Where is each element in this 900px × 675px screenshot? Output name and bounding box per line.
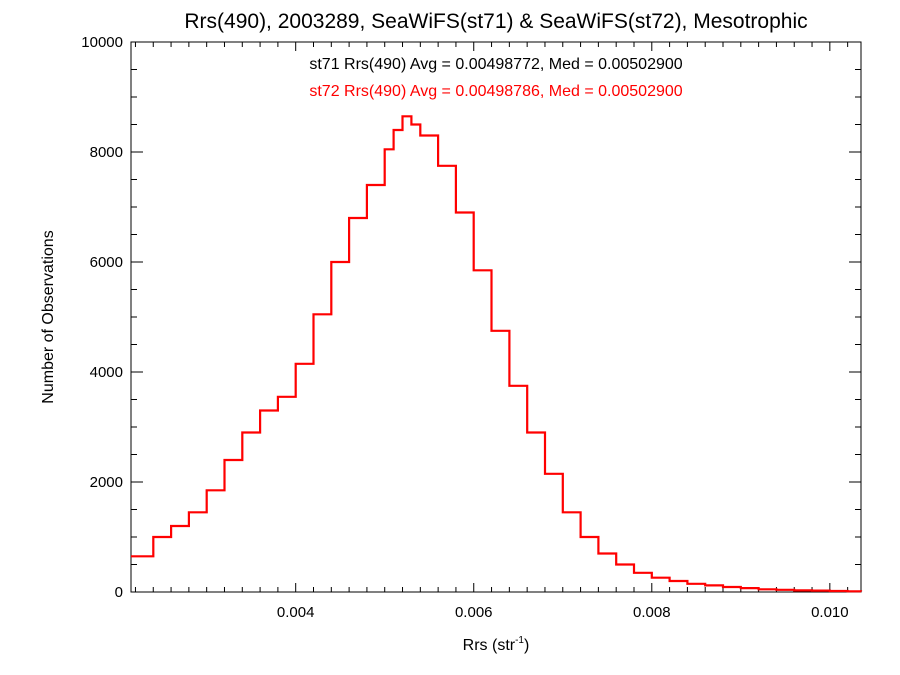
x-tick-label: 0.010 [811, 604, 849, 621]
annotation-st72: st72 Rrs(490) Avg = 0.00498786, Med = 0.… [309, 83, 682, 100]
series-layer [131, 115, 863, 593]
x-tick-label: 0.008 [633, 604, 671, 621]
x-axis-label-close: ) [524, 637, 529, 654]
y-tick-label: 4000 [90, 364, 123, 381]
x-tick-label: 0.006 [455, 604, 493, 621]
y-tick-label: 6000 [90, 254, 123, 271]
chart-title: Rrs(490), 2003289, SeaWiFS(st71) & SeaWi… [184, 10, 807, 33]
y-tick-label: 2000 [90, 474, 123, 491]
y-tick-label: 0 [115, 584, 123, 601]
series-st72-line [131, 115, 863, 593]
series-st71-line [131, 115, 862, 593]
y-tick-label: 10000 [81, 34, 123, 51]
plot-frame [130, 41, 862, 593]
annotation-st71: st71 Rrs(490) Avg = 0.00498772, Med = 0.… [309, 56, 682, 73]
y-tick-label: 8000 [90, 144, 123, 161]
x-axis-label: Rrs (str-1) [463, 635, 530, 654]
x-tick-label: 0.004 [277, 604, 315, 621]
x-axis-label-sup: -1 [515, 635, 524, 646]
x-axis-label-main: Rrs (str [463, 637, 516, 654]
tick-labels: 0.004 0.006 0.008 0.010 0 2000 4000 6000 8000 100… [81, 34, 848, 621]
y-axis-label: Number of Observations [40, 230, 57, 403]
axis-ticks [131, 41, 861, 593]
